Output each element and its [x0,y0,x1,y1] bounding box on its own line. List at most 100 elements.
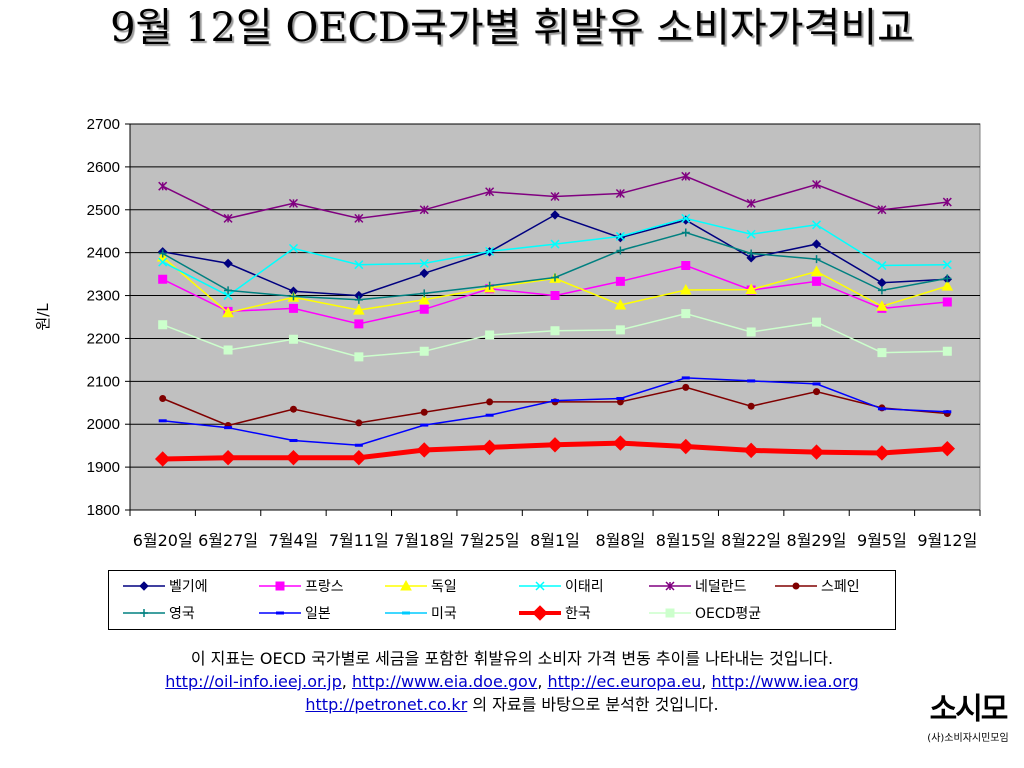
data-point [419,258,429,268]
data-point [547,437,563,453]
data-point [158,249,167,258]
x-tick-label: 7월18일 [394,531,454,550]
data-point [550,239,560,249]
data-point [288,198,298,208]
x-tick-label: 7월25일 [460,531,520,550]
page-title: 9월 12일 OECD국가별 휘발유 소비자가격비교 [110,5,914,51]
legend-swatch [775,582,817,590]
data-point [615,188,625,199]
data-point [532,605,548,621]
data-point [792,582,800,590]
data-point [812,220,822,230]
data-point [289,292,298,301]
data-point [876,300,888,311]
series-9 [154,435,956,467]
legend-label: 미국 [431,606,457,622]
data-point [158,274,168,284]
data-point [420,289,429,298]
source-link[interactable]: http://petronet.co.kr [305,695,468,714]
legend-swatch [519,605,561,621]
data-point [220,449,236,466]
legend-item: 프랑스 [257,576,344,596]
data-point [877,205,887,215]
legend-item: OECD평균 [647,603,761,623]
data-point [485,330,495,340]
legend-label: 벨기에 [169,579,208,595]
data-point [612,435,629,451]
x-tick-label: 9월12일 [917,531,977,550]
data-point [681,261,691,271]
x-tick-label: 8월22일 [721,531,781,550]
data-point [550,191,560,202]
data-point [139,581,149,591]
data-point [942,197,952,207]
x-tick-label: 8월1일 [530,531,580,550]
y-axis-label: 원/L [34,303,52,331]
data-point [812,255,821,264]
data-point [223,345,233,355]
data-point [877,261,887,271]
legend-swatch [259,581,301,591]
data-point [223,213,233,223]
data-point [420,408,428,416]
data-point [939,440,956,457]
data-point [615,231,625,241]
logo-mark: 소시모 [929,692,1009,727]
chart-legend: 벨기에 프랑스 독일 이태리 네덜란드 스페인 영국 일본 미국 한국 OECD평균 [108,570,896,630]
legend-label: 프랑스 [305,579,344,595]
logo-subtitle: (사)소비자시민모임 [927,733,1009,744]
data-point [615,325,625,335]
data-point [941,280,954,291]
legend-label: 일본 [305,606,331,622]
data-point [812,276,822,286]
x-tick-label: 7월11일 [329,531,389,550]
legend-swatch [649,608,691,618]
legend-swatch [123,581,165,591]
data-point [416,442,432,458]
data-point [678,438,694,455]
data-point [354,213,364,223]
legend-item: 미국 [383,603,457,623]
caption-source: http://petronet.co.kr 의 자료를 바탕으로 분석한 것입니… [0,694,1024,716]
x-tick-label: 8월15일 [656,531,716,550]
legend-item: 한국 [517,603,591,623]
organization-logo: 소시모 (사)소비자시민모임 [918,688,1018,764]
data-point [419,268,429,278]
data-point [551,273,559,282]
y-tick-label: 2500 [87,202,120,219]
data-point [614,298,627,310]
data-point [665,581,675,591]
x-tick-label: 8월8일 [595,531,645,550]
data-point [813,388,821,396]
source-link[interactable]: http://www.iea.org [711,672,859,691]
source-link[interactable]: http://ec.europa.eu [547,672,702,691]
y-tick-label: 2700 [87,116,120,133]
data-point [400,579,412,591]
data-point [140,609,148,617]
y-tick-label: 2600 [87,159,120,176]
data-point [354,352,364,362]
legend-label: 스페인 [821,579,860,595]
data-point [808,444,825,460]
y-tick-label: 2100 [87,373,120,390]
data-point [485,246,495,256]
source-link[interactable]: http://www.eia.doe.gov [351,672,538,691]
source-link[interactable]: http://oil-info.ieej.or.jp [165,672,342,691]
legend-swatch [649,581,691,591]
legend-item: 독일 [383,576,457,596]
data-point [485,187,495,197]
data-point [811,239,822,249]
data-point [681,213,691,223]
data-point [665,608,675,618]
data-point [942,260,952,270]
data-point [223,291,233,301]
legend-label: 영국 [169,606,195,622]
y-tick-label: 2000 [87,416,120,433]
y-tick-label: 2300 [87,288,120,305]
data-point [288,243,298,253]
data-point [419,346,429,356]
legend-item: 네덜란드 [647,576,747,596]
x-tick-label: 6월20일 [133,531,193,550]
y-tick-label: 1800 [87,502,120,519]
data-point [682,383,690,391]
